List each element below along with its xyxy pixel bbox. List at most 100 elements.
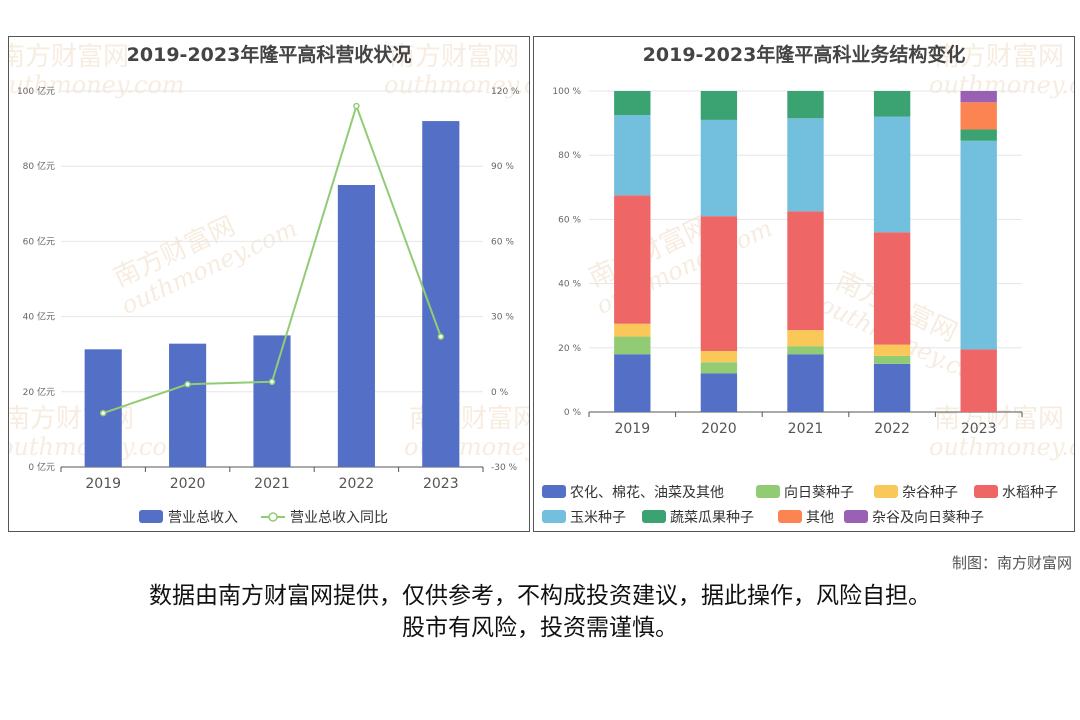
- y-right-tick-label: -30 %: [491, 463, 518, 473]
- y-tick-label: 20 %: [558, 344, 581, 354]
- bar-2020: [169, 343, 207, 467]
- y-left-tick-label: 40 亿元: [23, 311, 55, 323]
- y-left-tick-label: 60 亿元: [23, 235, 55, 247]
- chart-credit: 制图：南方财富网: [951, 554, 1072, 572]
- x-tick-label: 2019: [85, 476, 121, 492]
- stack-segment-2022-5: [873, 91, 911, 117]
- stack-segment-2019-5: [614, 91, 651, 116]
- stack-segment-2019-3: [614, 195, 651, 324]
- x-tick-label: 2021: [788, 421, 824, 437]
- x-tick-label: 2023: [423, 476, 459, 492]
- stack-segment-2019-1: [614, 336, 651, 355]
- legend-swatch-revenue: [139, 510, 163, 523]
- x-tick-label: 2019: [614, 421, 650, 437]
- y-right-tick-label: 0 %: [491, 388, 509, 398]
- stack-segment-2022-0: [873, 363, 911, 412]
- watermark-cn: 南方财富网: [9, 42, 129, 72]
- legend-swatch-1: [756, 485, 780, 498]
- bar-2021: [253, 335, 291, 467]
- x-tick-label: 2020: [170, 476, 206, 492]
- yoy-point-2020: [184, 381, 191, 388]
- watermark-en: outhmoney.com: [9, 71, 185, 99]
- y-tick-label: 0 %: [564, 408, 582, 418]
- y-right-tick-label: 120 %: [491, 87, 520, 97]
- legend-label-0: 农化、棉花、油菜及其他: [570, 484, 724, 501]
- legend-label-4: 玉米种子: [570, 510, 626, 526]
- stack-segment-2023-4: [960, 140, 997, 350]
- y-tick-label: 80 %: [558, 151, 581, 161]
- revenue-chart: 南方财富网outhmoney.com南方财富网outhmoney.com南方财富…: [9, 42, 529, 526]
- x-tick-label: 2023: [961, 421, 997, 437]
- legend-swatch-7: [844, 510, 868, 523]
- legend-label-2: 杂谷种子: [902, 485, 958, 501]
- legend-label-7: 杂谷及向日葵种子: [872, 510, 984, 526]
- y-right-tick-label: 90 %: [491, 162, 514, 172]
- stack-segment-2022-4: [873, 116, 911, 233]
- legend-marker-yoy: [268, 512, 278, 522]
- watermark-cn: 南方财富网: [389, 42, 519, 72]
- stack-segment-2020-1: [700, 362, 738, 374]
- watermark-en: outhmoney.com: [929, 433, 1074, 461]
- chart-title: 2019-2023年隆平高科营收状况: [127, 43, 412, 66]
- legend-swatch-2: [874, 485, 898, 498]
- stack-segment-2022-1: [873, 355, 911, 364]
- watermark-en: outhmoney.com: [384, 71, 529, 99]
- stack-segment-2022-3: [873, 232, 911, 345]
- legend-label-yoy: 营业总收入同比: [290, 510, 388, 526]
- stack-segment-2023-6: [960, 102, 997, 130]
- stack-segment-2021-5: [787, 91, 824, 119]
- x-tick-label: 2020: [701, 421, 737, 437]
- stack-segment-2022-2: [873, 344, 911, 356]
- stack-segment-2023-3: [960, 349, 997, 412]
- stack-segment-2019-2: [614, 323, 651, 337]
- stack-segment-2021-3: [787, 211, 824, 331]
- stack-segment-2023-7: [960, 91, 997, 103]
- stack-segment-2019-0: [614, 354, 651, 412]
- watermark-cn: 南方财富网: [934, 404, 1064, 434]
- legend-label-6: 其他: [806, 510, 834, 526]
- y-left-tick-label: 20 亿元: [23, 386, 55, 398]
- stack-segment-2021-2: [787, 330, 824, 347]
- disclaimer: 数据由南方财富网提供，仅供参考，不构成投资建议，据此操作，风险自担。 股市有风险…: [0, 580, 1080, 644]
- legend-swatch-3: [974, 485, 998, 498]
- stack-segment-2019-4: [614, 115, 651, 196]
- x-tick-label: 2022: [874, 421, 910, 437]
- y-left-tick-label: 0 亿元: [28, 461, 55, 473]
- y-right-tick-label: 60 %: [491, 237, 514, 247]
- x-tick-label: 2021: [254, 476, 290, 492]
- yoy-point-2021: [268, 378, 276, 386]
- bar-2022: [337, 185, 375, 467]
- business-structure-chart-panel: 南方财富网outhmoney.com南方财富网outhmoney.com南方财富…: [533, 36, 1075, 532]
- disclaimer-line-2: 股市有风险，投资需谨慎。: [402, 615, 678, 641]
- y-left-tick-label: 100 亿元: [17, 85, 55, 97]
- stack-segment-2021-1: [787, 346, 824, 355]
- stack-segment-2020-4: [700, 119, 738, 217]
- disclaimer-line-1: 数据由南方财富网提供，仅供参考，不构成投资建议，据此操作，风险自担。: [149, 583, 931, 609]
- yoy-point-2022: [353, 102, 360, 110]
- legend-label-5: 蔬菜瓜果种子: [670, 510, 754, 526]
- revenue-chart-panel: 南方财富网outhmoney.com南方财富网outhmoney.com南方财富…: [8, 36, 530, 532]
- business-structure-chart: 南方财富网outhmoney.com南方财富网outhmoney.com南方财富…: [542, 42, 1074, 526]
- stack-segment-2021-0: [787, 354, 824, 412]
- legend-swatch-5: [642, 510, 666, 523]
- stack-segment-2023-5: [960, 129, 997, 141]
- chart-title: 2019-2023年隆平高科业务结构变化: [643, 43, 966, 66]
- yoy-point-2019: [99, 409, 107, 417]
- y-tick-label: 40 %: [558, 280, 581, 290]
- legend-swatch-6: [778, 510, 802, 523]
- stack-segment-2020-0: [700, 373, 738, 412]
- y-right-tick-label: 30 %: [491, 313, 514, 323]
- watermark-en: outhmoney.com: [929, 71, 1074, 99]
- y-tick-label: 60 %: [558, 215, 581, 225]
- legend-swatch-4: [542, 510, 566, 523]
- y-left-tick-label: 80 亿元: [23, 160, 55, 172]
- watermark-cn: 南方财富网: [934, 42, 1064, 72]
- y-tick-label: 100 %: [552, 87, 581, 97]
- legend-label-3: 水稻种子: [1002, 485, 1058, 501]
- x-tick-label: 2022: [339, 476, 375, 492]
- legend-label-1: 向日葵种子: [784, 485, 854, 501]
